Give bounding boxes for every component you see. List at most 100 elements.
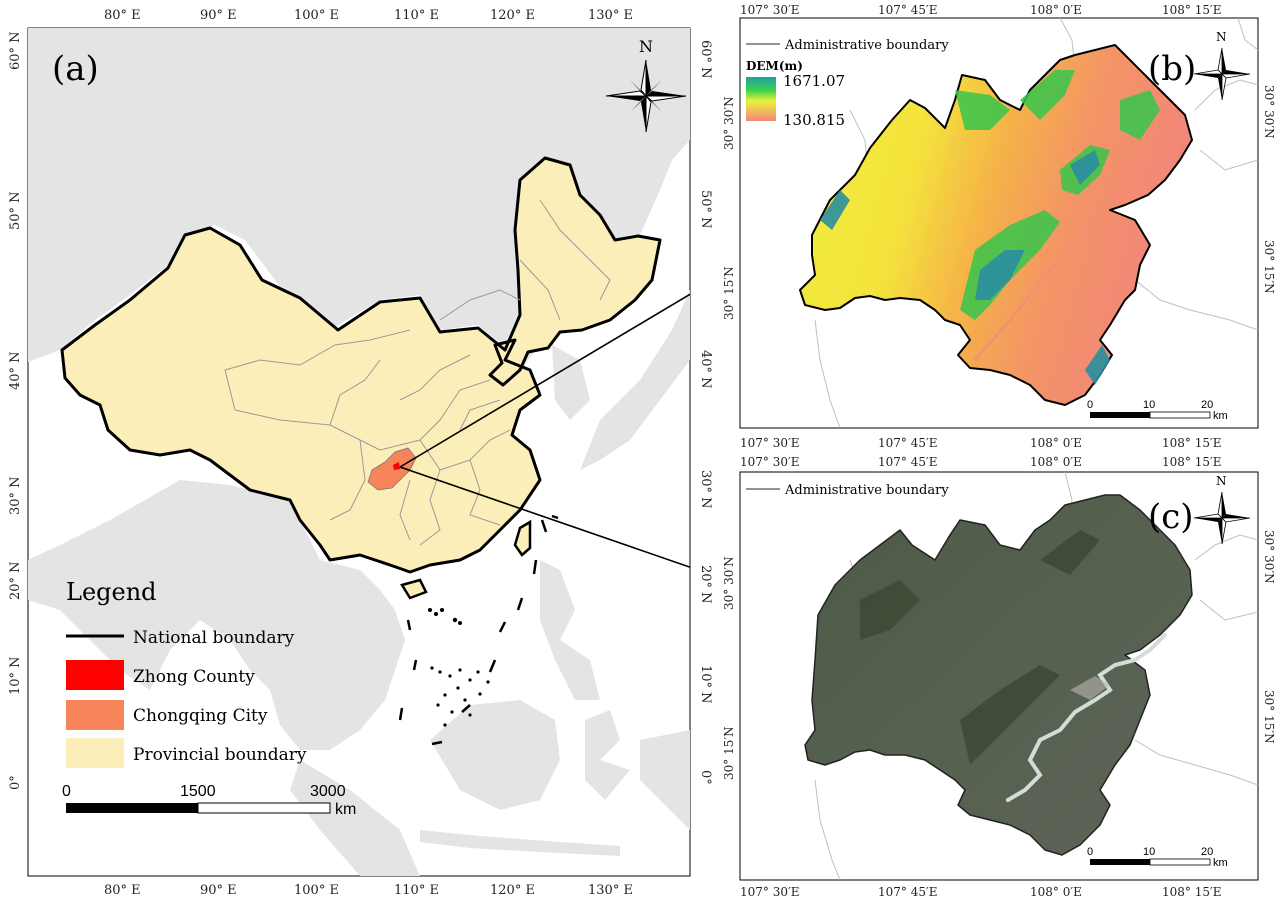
tick-label: 30° 30′N [722,96,736,150]
nine-dash-line [398,514,559,746]
scalebar-b: 0 10 20 km [1087,399,1228,422]
north-label-c: N [1216,474,1227,488]
tick-label: 30° 15′N [1262,240,1276,294]
scalebar-a: 0 1500 3000 km [62,783,356,818]
tick-label: 40° N [8,351,23,390]
legend-title: Legend [66,578,157,606]
panel-a-map [28,28,690,876]
panel-a-left-ticks: 60° N 50° N 40° N 30° N 20° N 10° N 0° [8,31,23,790]
panel-b-left-ticks: 30° 30′N 30° 15′N [722,96,736,320]
tick-label: 110° E [394,8,439,23]
panel-b-right-ticks: 30° 30′N 30° 15′N [1262,85,1276,294]
zhong-county-area [393,462,400,470]
dem-legend-ramp [746,77,776,121]
tick-label: 108° 15′E [1162,455,1221,469]
panel-a-label: (a) [52,49,99,89]
tick-label: 0° [698,770,713,785]
dem-legend-max: 1671.07 [783,72,845,90]
scalebar-a-unit: km [335,801,356,818]
land-borneo [430,700,560,810]
land-south [28,480,405,750]
legend-swatch-zhong [66,660,124,690]
tick-label: 107° 45′E [878,885,937,899]
tick-label: 107° 45′E [878,436,937,450]
tick-label: 20° N [698,565,713,604]
taiwan-island [513,519,532,557]
tick-label: 108° 15′E [1162,885,1221,899]
panel-a-top-ticks: 80° E 90° E 100° E 110° E 120° E 130° E [104,8,633,23]
arrow-to-panel-c [399,466,690,569]
tick-label: 10 [1143,399,1155,411]
tick-label: 50° N [8,191,23,230]
tick-label: 20 [1201,399,1213,411]
tick-label: 130° E [588,883,633,898]
scalebar-c: 0 10 20 km [1087,846,1228,869]
tick-label: 20° N [8,561,23,600]
land-java [420,830,620,856]
tick-label: 107° 30′E [740,436,799,450]
north-label-b: N [1216,30,1227,44]
dem-legend-title: DEM(m) [746,59,803,73]
scalebar-a-label-0: 0 [62,783,71,800]
tick-label: 10° N [698,665,713,704]
panel-b-top-ticks: 107° 30′E 107° 45′E 108° 0′E 108° 15′E [740,3,1221,17]
tick-label: 60° N [698,40,713,79]
tick-label: 80° E [104,883,141,898]
tick-label: 10° N [8,656,23,695]
land-philippines [540,560,600,700]
legend-item-provincial: Provincial boundary [133,745,307,765]
legend-item-zhong: Zhong County [133,667,255,687]
panel-c-right-ticks: 30° 30′N 30° 15′N [1262,530,1276,744]
panel-b-bottom-ticks: 107° 30′E 107° 45′E 108° 0′E 108° 15′E [740,436,1221,450]
panel-b-boundary-legend: Administrative boundary [784,38,949,53]
scalebar-a-label-1: 1500 [180,783,216,800]
north-arrow-icon [605,59,687,133]
tick-label: 30° 15′N [722,726,736,780]
tick-label: 60° N [8,31,23,70]
land-korea [552,345,590,420]
satellite-dark-ridges [860,530,1100,765]
tick-label: 108° 0′E [1030,3,1082,17]
tick-label: 30° 15′N [722,266,736,320]
tick-label: 90° E [200,8,237,23]
tick-label: 110° E [394,883,439,898]
tick-label: 100° E [294,8,339,23]
tick-label: 107° 30′E [740,3,799,17]
scalebar-a-label-2: 3000 [310,783,346,800]
north-label-a: N [639,37,653,56]
arrow-to-panel-b [399,293,690,468]
panel-b: (b) Administrative boundary DEM(m) 1671.… [722,3,1276,450]
panel-c-label: (c) [1148,497,1194,537]
tick-label: 30° 30′N [722,556,736,610]
tick-label: 107° 45′E [878,3,937,17]
panel-c-bottom-ticks: 107° 30′E 107° 45′E 108° 0′E 108° 15′E [740,885,1221,899]
urban-area [1070,676,1110,700]
tick-label: 120° E [490,883,535,898]
legend: Legend National boundary Zhong County Ch… [66,578,307,768]
panel-a: (a) N Legend National boundary Zhong Cou… [8,8,713,898]
dem-legend-min: 130.815 [783,111,845,129]
tick-label: 10 [1143,846,1155,858]
tick-label: 108° 15′E [1162,3,1221,17]
tick-label: 40° N [698,350,713,389]
tick-label: 108° 0′E [1030,455,1082,469]
legend-item-national: National boundary [133,628,295,648]
dem-peaks [820,150,1110,385]
hainan-island [400,578,428,600]
tick-label: km [1213,857,1228,869]
tick-label: 107° 45′E [878,455,937,469]
tick-label: 0° [8,775,23,790]
tick-label: 30° 30′N [1262,530,1276,584]
dem-county-shape [799,44,1193,406]
south-sea-islands [428,608,490,727]
yangtze-river [1006,633,1167,802]
dem-river-valley [973,149,1152,361]
land-sulawesi [585,710,630,800]
tick-label: 130° E [588,8,633,23]
legend-swatch-provincial [66,738,124,768]
land-sumatra [290,760,420,876]
panel-c: (c) Administrative boundary N 0 10 20 km… [722,455,1276,899]
panel-a-bottom-ticks: 80° E 90° E 100° E 110° E 120° E 130° E [104,883,633,898]
tick-label: 90° E [200,883,237,898]
